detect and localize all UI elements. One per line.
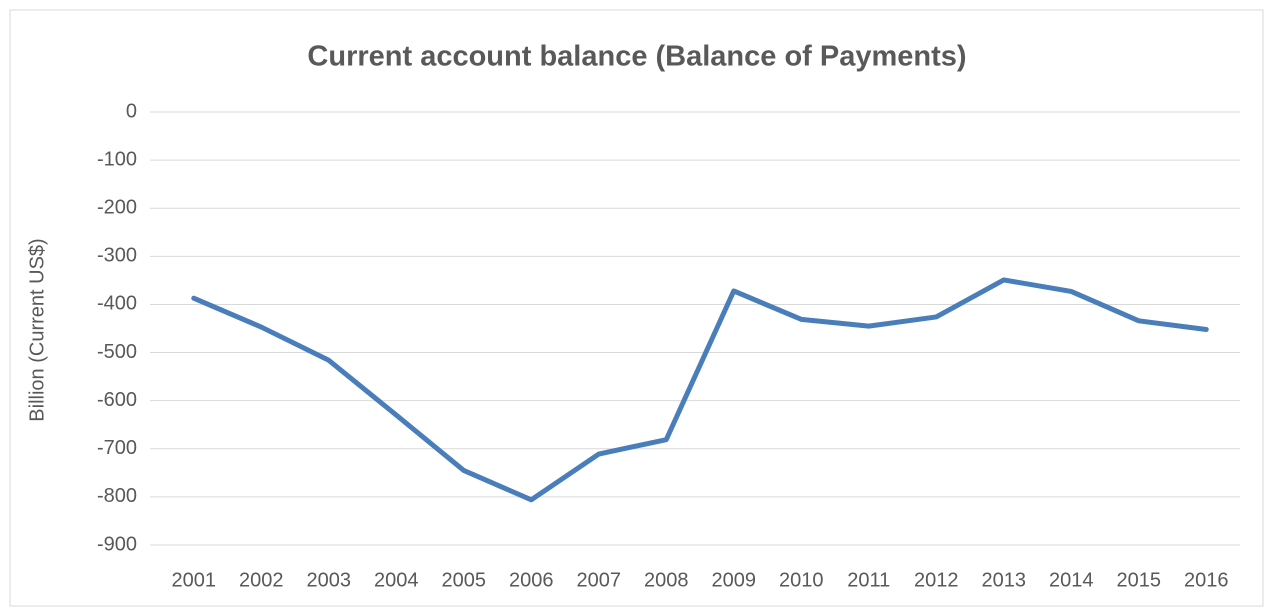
- y-tick-label: -800: [97, 485, 137, 507]
- y-tick-label: -500: [97, 341, 137, 363]
- y-tick-label: -900: [97, 533, 137, 555]
- y-tick-label: -300: [97, 245, 137, 267]
- data-line: [191, 277, 1209, 503]
- y-tick-label: -200: [97, 197, 137, 219]
- x-tick-label: 2002: [239, 569, 284, 591]
- x-tick-label: 2006: [509, 569, 554, 591]
- x-tick-label: 2010: [779, 569, 824, 591]
- x-tick-label: 2009: [712, 569, 757, 591]
- y-tick-label: -700: [97, 437, 137, 459]
- x-tick-label: 2012: [914, 569, 959, 591]
- y-tick-label: -100: [97, 148, 137, 170]
- x-tick-label: 2011: [847, 569, 890, 591]
- x-tick-label: 2016: [1184, 569, 1229, 591]
- x-tick-label: 2005: [442, 569, 487, 591]
- x-tick-label: 2001: [172, 569, 217, 591]
- x-tick-label: 2007: [577, 569, 622, 591]
- x-tick-label: 2004: [374, 569, 419, 591]
- x-tick-label: 2008: [644, 569, 689, 591]
- y-axis-label: Billion (Current US$): [26, 238, 48, 421]
- y-tick-label: -600: [97, 389, 137, 411]
- y-tick-label: 0: [126, 100, 137, 122]
- x-tick-label: 2003: [307, 569, 352, 591]
- y-tick-label: -400: [97, 293, 137, 315]
- x-tick-label: 2013: [982, 569, 1027, 591]
- x-tick-label: 2015: [1117, 569, 1162, 591]
- chart-title: Current account balance (Balance of Paym…: [307, 41, 966, 73]
- x-tick-label: 2014: [1049, 569, 1094, 591]
- chart-border: [9, 9, 1264, 607]
